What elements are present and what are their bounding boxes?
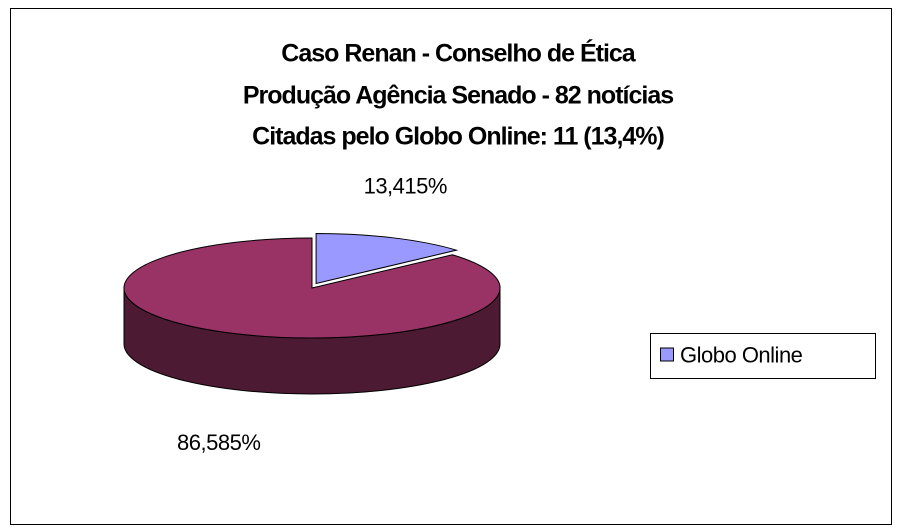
slice: [123, 237, 501, 339]
legend-label: Globo Online: [680, 342, 803, 367]
chart-title: Caso Renan - Conselho de Ética: [281, 39, 637, 68]
legend-box: [650, 333, 876, 379]
legend-swatch: [660, 347, 674, 362]
data-label: 13,415%: [364, 173, 447, 198]
data-label: 86,585%: [177, 430, 260, 455]
chart-title: Citadas pelo Globo Online: 11 (13,4%): [252, 123, 664, 151]
slice: [315, 232, 459, 285]
chart-title: Produção Agência Senado - 82 notícias: [243, 82, 673, 110]
